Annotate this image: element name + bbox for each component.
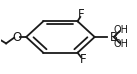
Text: F: F <box>78 8 85 21</box>
Text: B: B <box>109 30 118 44</box>
Text: OH: OH <box>113 25 128 35</box>
Text: OH: OH <box>113 39 128 49</box>
Text: O: O <box>12 30 22 44</box>
Text: F: F <box>80 53 86 66</box>
